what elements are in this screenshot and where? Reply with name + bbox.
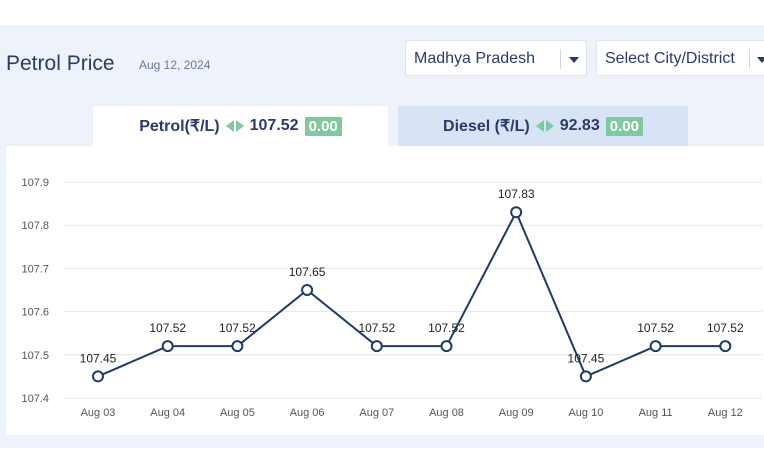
line-chart-svg: 107.4 107.5 107.6 107.7 107.8 107.9 107.45 Aug … xyxy=(21,177,762,419)
data-label: 107.52 xyxy=(707,321,744,335)
header: Petrol Price Aug 12, 2024 Madhya Pradesh… xyxy=(0,26,764,106)
tab-diesel-label: Diesel (₹/L) xyxy=(443,118,530,135)
city-select-value: Select City/District xyxy=(605,50,735,67)
series-line xyxy=(97,211,726,378)
data-point xyxy=(231,340,244,353)
x-tick-label: Aug 04 xyxy=(150,407,185,419)
page-title: Petrol Price xyxy=(6,52,115,75)
bottom-strip xyxy=(0,448,764,459)
x-tick-label: Aug 11 xyxy=(639,407,673,419)
data-point xyxy=(440,340,453,353)
top-strip xyxy=(0,0,764,27)
data-point xyxy=(649,340,662,353)
y-tick-label: 107.9 xyxy=(21,177,49,189)
tab-diesel-price: 92.83 xyxy=(559,117,600,134)
x-tick-label: Aug 05 xyxy=(220,407,255,419)
data-label: 107.83 xyxy=(498,187,535,201)
data-label: 107.52 xyxy=(637,321,674,335)
data-label: 107.45 xyxy=(568,351,605,365)
price-change-arrows-icon xyxy=(535,120,554,132)
data-point xyxy=(579,370,592,383)
data-point xyxy=(92,370,104,383)
tab-petrol-label: Petrol(₹/L) xyxy=(139,118,220,135)
data-label: 107.52 xyxy=(358,321,395,335)
data-label: 107.52 xyxy=(219,321,256,335)
data-point xyxy=(510,206,523,219)
select-separator xyxy=(560,49,561,69)
page-date: Aug 12, 2024 xyxy=(139,58,211,72)
tab-petrol[interactable]: Petrol(₹/L) 107.52 0.00 xyxy=(93,106,388,146)
data-point xyxy=(301,284,314,296)
price-chart: 107.4 107.5 107.6 107.7 107.8 107.9 107.45 Aug … xyxy=(6,146,764,435)
x-tick-label: Aug 07 xyxy=(359,407,394,419)
tab-petrol-price: 107.52 xyxy=(249,117,299,134)
price-change-arrows-icon xyxy=(225,120,244,132)
y-tick-label: 107.5 xyxy=(21,350,49,362)
x-tick-label: Aug 10 xyxy=(568,407,603,419)
tab-diesel[interactable]: Diesel (₹/L) 92.83 0.00 xyxy=(398,106,688,146)
chevron-down-icon[interactable] xyxy=(569,57,579,63)
y-tick-label: 107.7 xyxy=(21,263,49,275)
x-tick-label: Aug 08 xyxy=(429,407,464,419)
data-point xyxy=(161,340,174,353)
data-label: 107.52 xyxy=(149,321,186,335)
y-tick-label: 107.8 xyxy=(21,220,49,232)
data-label: 107.65 xyxy=(289,265,326,279)
state-select[interactable]: Madhya Pradesh xyxy=(405,40,587,76)
x-tick-label: Aug 03 xyxy=(81,407,116,419)
tab-diesel-change: 0.00 xyxy=(605,116,643,136)
state-select-value: Madhya Pradesh xyxy=(414,50,535,67)
data-label: 107.52 xyxy=(428,321,465,335)
tab-petrol-change: 0.00 xyxy=(304,116,342,136)
y-tick-label: 107.6 xyxy=(21,307,49,319)
y-tick-label: 107.4 xyxy=(21,393,49,405)
data-point xyxy=(370,340,383,353)
x-tick-label: Aug 06 xyxy=(290,407,325,419)
select-separator xyxy=(749,49,750,69)
x-tick-label: Aug 12 xyxy=(708,407,743,419)
data-point xyxy=(719,340,732,353)
x-tick-label: Aug 09 xyxy=(499,407,534,419)
city-select[interactable]: Select City/District xyxy=(596,40,764,76)
chevron-down-icon[interactable] xyxy=(757,57,764,63)
data-label: 107.45 xyxy=(80,351,117,365)
